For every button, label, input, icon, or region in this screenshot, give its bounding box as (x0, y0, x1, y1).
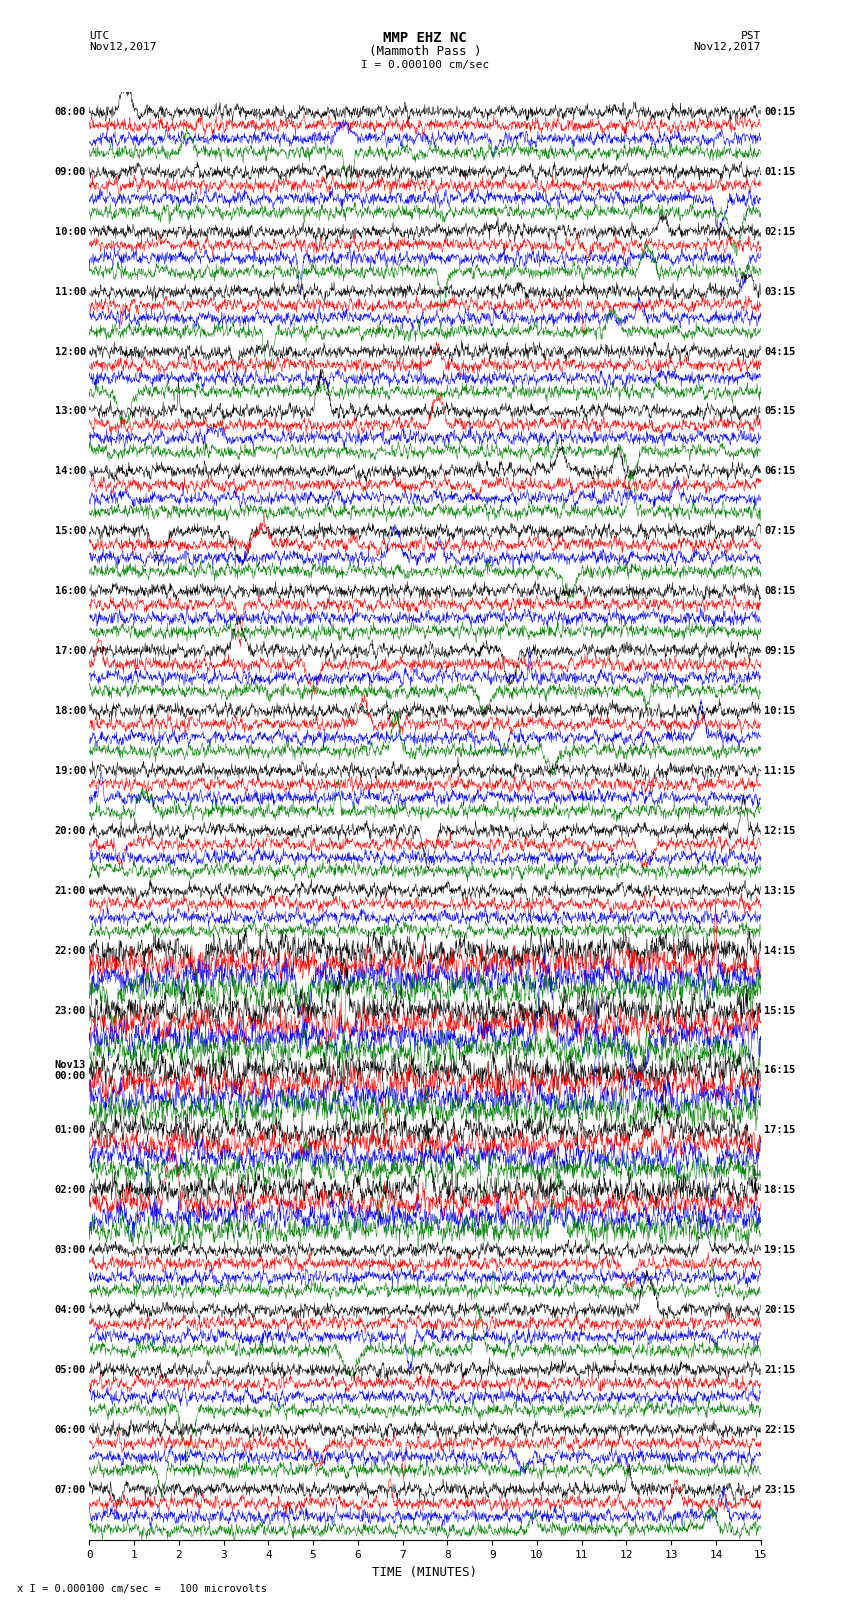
Text: 02:00: 02:00 (54, 1186, 86, 1195)
Text: 16:15: 16:15 (764, 1066, 796, 1076)
Text: 15:15: 15:15 (764, 1005, 796, 1016)
Text: 23:00: 23:00 (54, 1005, 86, 1016)
Text: 21:00: 21:00 (54, 886, 86, 895)
Text: 20:15: 20:15 (764, 1305, 796, 1315)
Text: 06:15: 06:15 (764, 466, 796, 476)
Text: 04:15: 04:15 (764, 347, 796, 356)
Text: 13:00: 13:00 (54, 406, 86, 416)
Text: 14:00: 14:00 (54, 466, 86, 476)
Text: 09:00: 09:00 (54, 166, 86, 177)
Text: 15:00: 15:00 (54, 526, 86, 536)
X-axis label: TIME (MINUTES): TIME (MINUTES) (372, 1566, 478, 1579)
Text: 00:15: 00:15 (764, 106, 796, 116)
Text: 07:15: 07:15 (764, 526, 796, 536)
Text: 18:00: 18:00 (54, 706, 86, 716)
Text: 19:00: 19:00 (54, 766, 86, 776)
Text: 17:00: 17:00 (54, 647, 86, 656)
Text: 06:00: 06:00 (54, 1424, 86, 1436)
Text: 01:15: 01:15 (764, 166, 796, 177)
Text: 19:15: 19:15 (764, 1245, 796, 1255)
Text: MMP EHZ NC: MMP EHZ NC (383, 31, 467, 45)
Text: 08:00: 08:00 (54, 106, 86, 116)
Text: 21:15: 21:15 (764, 1365, 796, 1374)
Text: I = 0.000100 cm/sec: I = 0.000100 cm/sec (361, 60, 489, 69)
Text: 03:15: 03:15 (764, 287, 796, 297)
Text: 01:00: 01:00 (54, 1126, 86, 1136)
Text: 03:00: 03:00 (54, 1245, 86, 1255)
Text: 11:00: 11:00 (54, 287, 86, 297)
Text: (Mammoth Pass ): (Mammoth Pass ) (369, 45, 481, 58)
Text: 10:00: 10:00 (54, 227, 86, 237)
Text: 12:00: 12:00 (54, 347, 86, 356)
Text: 12:15: 12:15 (764, 826, 796, 836)
Text: 05:00: 05:00 (54, 1365, 86, 1374)
Text: 05:15: 05:15 (764, 406, 796, 416)
Text: 22:00: 22:00 (54, 945, 86, 955)
Text: 17:15: 17:15 (764, 1126, 796, 1136)
Text: 07:00: 07:00 (54, 1486, 86, 1495)
Text: 10:15: 10:15 (764, 706, 796, 716)
Text: 23:15: 23:15 (764, 1486, 796, 1495)
Text: 13:15: 13:15 (764, 886, 796, 895)
Text: 09:15: 09:15 (764, 647, 796, 656)
Text: 02:15: 02:15 (764, 227, 796, 237)
Text: 08:15: 08:15 (764, 586, 796, 597)
Text: 18:15: 18:15 (764, 1186, 796, 1195)
Text: 04:00: 04:00 (54, 1305, 86, 1315)
Text: 14:15: 14:15 (764, 945, 796, 955)
Text: 11:15: 11:15 (764, 766, 796, 776)
Text: PST
Nov12,2017: PST Nov12,2017 (694, 31, 761, 52)
Text: UTC
Nov12,2017: UTC Nov12,2017 (89, 31, 156, 52)
Text: 16:00: 16:00 (54, 586, 86, 597)
Text: 20:00: 20:00 (54, 826, 86, 836)
Text: x I = 0.000100 cm/sec =   100 microvolts: x I = 0.000100 cm/sec = 100 microvolts (17, 1584, 267, 1594)
Text: Nov13
00:00: Nov13 00:00 (54, 1060, 86, 1081)
Text: 22:15: 22:15 (764, 1424, 796, 1436)
